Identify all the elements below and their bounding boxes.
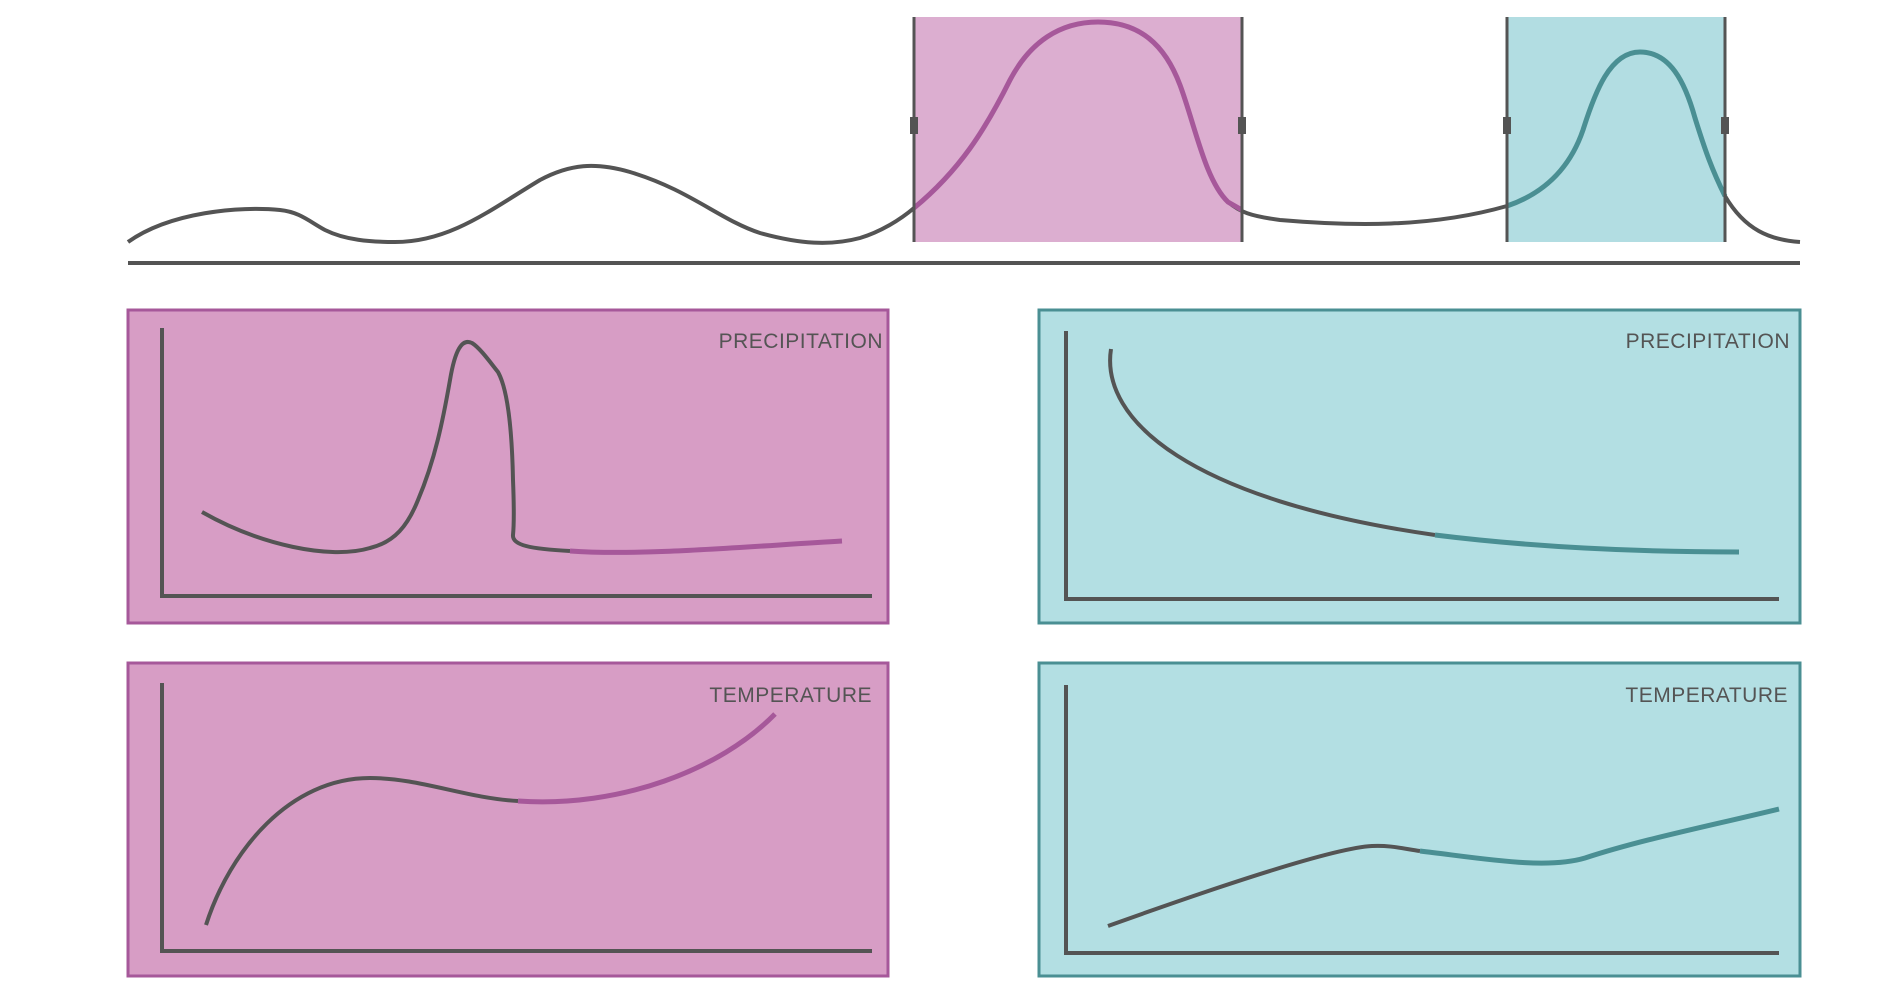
panel-background xyxy=(126,661,890,978)
temperature-curve-highlight xyxy=(517,712,777,805)
temperature-curve-highlight xyxy=(1419,806,1780,866)
teal-window-left-handle[interactable] xyxy=(1503,117,1511,134)
magenta-window xyxy=(914,17,1242,242)
magenta-window-right-handle[interactable] xyxy=(1238,117,1246,134)
teal-temperature-panel: TEMPERATURE xyxy=(1037,661,1802,978)
temperature-curve xyxy=(1107,843,1421,928)
teal-window xyxy=(1507,17,1725,242)
timeline xyxy=(126,17,1801,265)
magenta-window-left-handle[interactable] xyxy=(910,117,918,134)
panel-label: PRECIPITATION xyxy=(1626,330,1790,353)
precipitation-curve-highlight xyxy=(569,538,843,555)
magenta-temperature-panel: TEMPERATURE xyxy=(126,661,890,978)
precipitation-curve-highlight xyxy=(1434,532,1740,555)
teal-precipitation-panel: PRECIPITATION xyxy=(1037,308,1802,625)
panel-background xyxy=(1037,661,1802,978)
panel-label: TEMPERATURE xyxy=(1625,684,1788,707)
precipitation-curve xyxy=(1108,348,1436,537)
timeline-curve-teal-segment xyxy=(1506,49,1728,209)
timeline-curve-magenta-segment xyxy=(912,19,1244,213)
panel-background xyxy=(126,308,890,625)
panel-label: PRECIPITATION xyxy=(719,330,883,353)
precipitation-curve xyxy=(201,339,571,555)
panel-background xyxy=(1037,308,1802,625)
panel-label: TEMPERATURE xyxy=(709,684,872,707)
teal-window-right-handle[interactable] xyxy=(1721,117,1729,134)
temperature-curve xyxy=(204,775,519,926)
magenta-precipitation-panel: PRECIPITATION xyxy=(126,308,890,625)
